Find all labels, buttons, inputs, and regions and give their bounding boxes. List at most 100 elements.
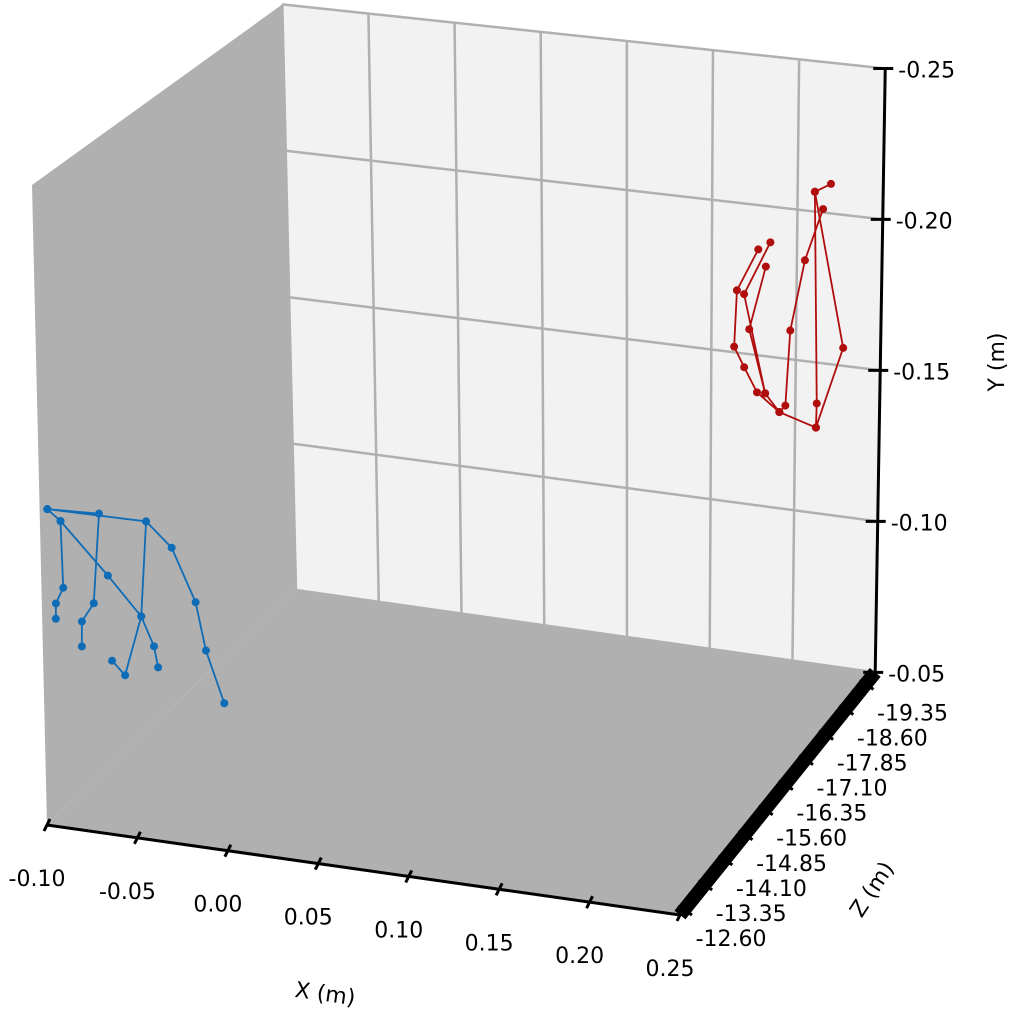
z-tick-label: -15.60 bbox=[776, 827, 847, 852]
y-tick-label: -0.10 bbox=[891, 511, 948, 536]
x-tick bbox=[494, 882, 504, 896]
x-tick-label: -0.10 bbox=[9, 867, 66, 892]
z-tick bbox=[737, 829, 754, 842]
bone-line bbox=[813, 183, 845, 428]
bone-line bbox=[748, 266, 781, 413]
x-tick-label: 0.20 bbox=[555, 944, 604, 969]
grid-line bbox=[295, 588, 876, 674]
y-tick-label: -0.20 bbox=[896, 209, 953, 234]
joint-point bbox=[167, 543, 176, 552]
x-axis-label: X (m) bbox=[293, 978, 357, 1010]
joint-point bbox=[43, 505, 52, 514]
z-tick bbox=[858, 679, 875, 691]
joint-point bbox=[839, 343, 848, 352]
x-tick bbox=[404, 869, 414, 884]
z-tick bbox=[798, 754, 814, 766]
joint-point bbox=[775, 408, 784, 417]
joint-point bbox=[781, 401, 790, 410]
joint-point bbox=[761, 389, 770, 398]
y-tick-label: -0.25 bbox=[898, 58, 955, 83]
joint-point bbox=[94, 509, 103, 518]
axes: -0.10 -0.05 0.00 0.05 0.10 0.15 0.20 0.25 -0.25 -… bbox=[9, 58, 956, 982]
joint-point bbox=[77, 617, 86, 626]
y-tick-label: -0.15 bbox=[893, 360, 950, 385]
x-tick bbox=[223, 844, 233, 858]
y-axis-label: Y (m) bbox=[985, 332, 1010, 392]
left-pane bbox=[32, 4, 296, 825]
z-tick-label: -18.60 bbox=[857, 726, 928, 751]
joint-point bbox=[745, 325, 754, 334]
x-axis-line bbox=[46, 823, 681, 917]
x-tick bbox=[133, 831, 142, 845]
marks bbox=[43, 179, 848, 708]
joint-point bbox=[89, 599, 98, 608]
joint-point bbox=[56, 517, 65, 526]
joint-point bbox=[142, 517, 151, 526]
z-tick bbox=[778, 779, 794, 791]
joint-point bbox=[819, 205, 828, 214]
z-tick bbox=[697, 879, 714, 892]
joint-point bbox=[786, 326, 795, 335]
z-tick bbox=[818, 729, 834, 741]
x-tick bbox=[42, 818, 52, 832]
joint-point bbox=[766, 238, 775, 247]
z-axis-label: Z (m) bbox=[846, 857, 900, 921]
joint-point bbox=[108, 656, 117, 665]
joint-point bbox=[137, 612, 146, 621]
joint-point bbox=[732, 286, 741, 295]
grid-line bbox=[292, 442, 878, 523]
y-tick-label: -0.05 bbox=[888, 662, 945, 687]
joint-point bbox=[800, 256, 809, 265]
z-tick-label: -13.35 bbox=[716, 902, 787, 927]
joint-point bbox=[191, 598, 200, 607]
z-axis-line bbox=[674, 667, 881, 920]
bone-line bbox=[47, 508, 226, 704]
joint-point bbox=[121, 671, 130, 680]
joint-point bbox=[201, 646, 210, 655]
joint-point bbox=[154, 663, 163, 672]
joint-point bbox=[59, 583, 68, 592]
z-tick-label: -16.35 bbox=[796, 802, 867, 827]
joint-point bbox=[730, 342, 739, 351]
joint-point bbox=[811, 423, 820, 432]
joint-point bbox=[51, 599, 60, 608]
z-tick-label: -14.85 bbox=[756, 852, 827, 877]
joint-point bbox=[149, 642, 158, 651]
z-tick bbox=[757, 804, 774, 816]
x-tick-label: -0.05 bbox=[99, 880, 156, 905]
back-pane bbox=[282, 4, 886, 673]
joint-point bbox=[740, 290, 749, 299]
z-tick bbox=[838, 704, 855, 716]
grid-line bbox=[288, 295, 881, 372]
joint-point bbox=[220, 699, 229, 708]
grid-line bbox=[282, 3, 886, 70]
x-tick bbox=[313, 856, 323, 871]
z-tick-label: -17.85 bbox=[837, 752, 908, 777]
joint-point bbox=[761, 262, 770, 271]
floor-pane bbox=[47, 590, 876, 915]
z-tick-label: -14.10 bbox=[736, 877, 807, 902]
joint-point bbox=[826, 179, 835, 188]
z-tick bbox=[717, 854, 734, 867]
x-tick-label: 0.25 bbox=[646, 957, 695, 982]
z-tick-label: -12.60 bbox=[696, 927, 767, 952]
joint-point bbox=[740, 363, 749, 372]
x-tick bbox=[675, 908, 685, 922]
joint-point bbox=[812, 399, 821, 408]
x-tick bbox=[585, 895, 594, 909]
joint-point bbox=[754, 245, 763, 254]
x-tick-label: 0.10 bbox=[374, 918, 423, 943]
joint-point bbox=[103, 571, 112, 580]
joint-point bbox=[77, 642, 86, 651]
z-tick-label: -17.10 bbox=[817, 777, 888, 802]
x-tick-label: 0.15 bbox=[465, 931, 514, 956]
bone-line bbox=[111, 521, 147, 678]
x-tick-label: 0.00 bbox=[193, 893, 242, 918]
grid-line bbox=[285, 149, 883, 221]
z-tick bbox=[677, 904, 693, 917]
z-tick-label: -19.35 bbox=[877, 701, 948, 726]
joint-point bbox=[753, 388, 762, 397]
joint-point bbox=[810, 187, 819, 196]
x-tick-label: 0.05 bbox=[284, 906, 333, 931]
